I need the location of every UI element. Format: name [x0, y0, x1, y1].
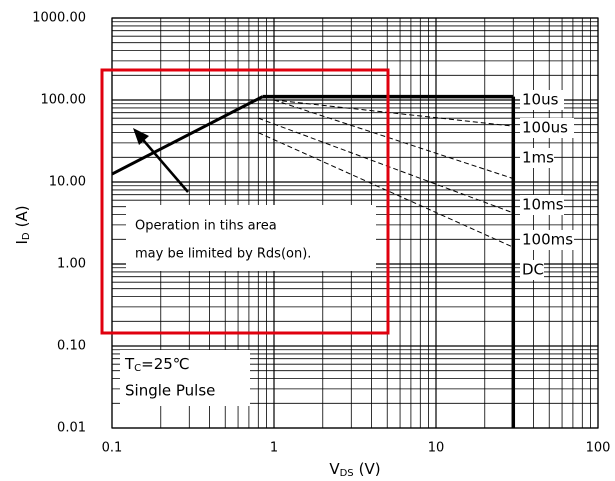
label-bg — [520, 118, 574, 138]
limit-region — [100, 68, 390, 335]
label-bg — [520, 230, 574, 250]
conditions-bg — [120, 350, 250, 406]
series-label: 100ms — [522, 231, 573, 249]
annotation-text: may be limited by Rds(on). — [135, 247, 311, 262]
soa-line — [258, 132, 514, 248]
y-tick-label: 10.00 — [49, 175, 86, 190]
y-tick-label: 1000.00 — [32, 11, 86, 26]
series-label: 10us — [522, 91, 559, 109]
rds-limit-line — [111, 95, 264, 176]
temp-sub: C — [134, 363, 141, 374]
label-bg — [520, 195, 564, 215]
series-label: 100us — [522, 119, 568, 137]
soa-line — [258, 117, 514, 214]
plot-frame — [111, 17, 599, 429]
soa-line — [273, 99, 514, 180]
label-bg — [520, 260, 544, 280]
series-label: 1ms — [522, 149, 554, 167]
y-tick-label: 0.01 — [57, 421, 86, 436]
series-label: DC — [522, 261, 544, 279]
soa-line — [273, 99, 514, 127]
conditions-pulse: Single Pulse — [125, 382, 215, 400]
y-axis-label: ID(A) — [13, 205, 33, 244]
annotation-text: Operation in tihs area — [135, 219, 277, 234]
y-tick-label: 1.00 — [57, 257, 86, 272]
label-bg — [520, 148, 554, 168]
y-tick-label: 0.10 — [57, 339, 86, 354]
temp-rest: =25℃ — [141, 355, 190, 373]
x-tick-label: 10 — [428, 441, 445, 456]
series-label: 10ms — [522, 196, 564, 214]
conditions-temp: TC=25℃ — [124, 355, 190, 375]
temp-main: T — [124, 355, 135, 373]
x-tick-label: 1 — [270, 441, 278, 456]
x-tick-label: 100 — [586, 441, 611, 456]
arrow — [137, 133, 189, 193]
label-bg — [520, 90, 564, 110]
y-tick-label: 100.00 — [41, 93, 87, 108]
annotation-bg — [126, 205, 376, 271]
x-axis-label: VDS (V) — [329, 460, 380, 480]
arrow-head — [133, 128, 149, 145]
x-tick-label: 0.1 — [102, 441, 123, 456]
